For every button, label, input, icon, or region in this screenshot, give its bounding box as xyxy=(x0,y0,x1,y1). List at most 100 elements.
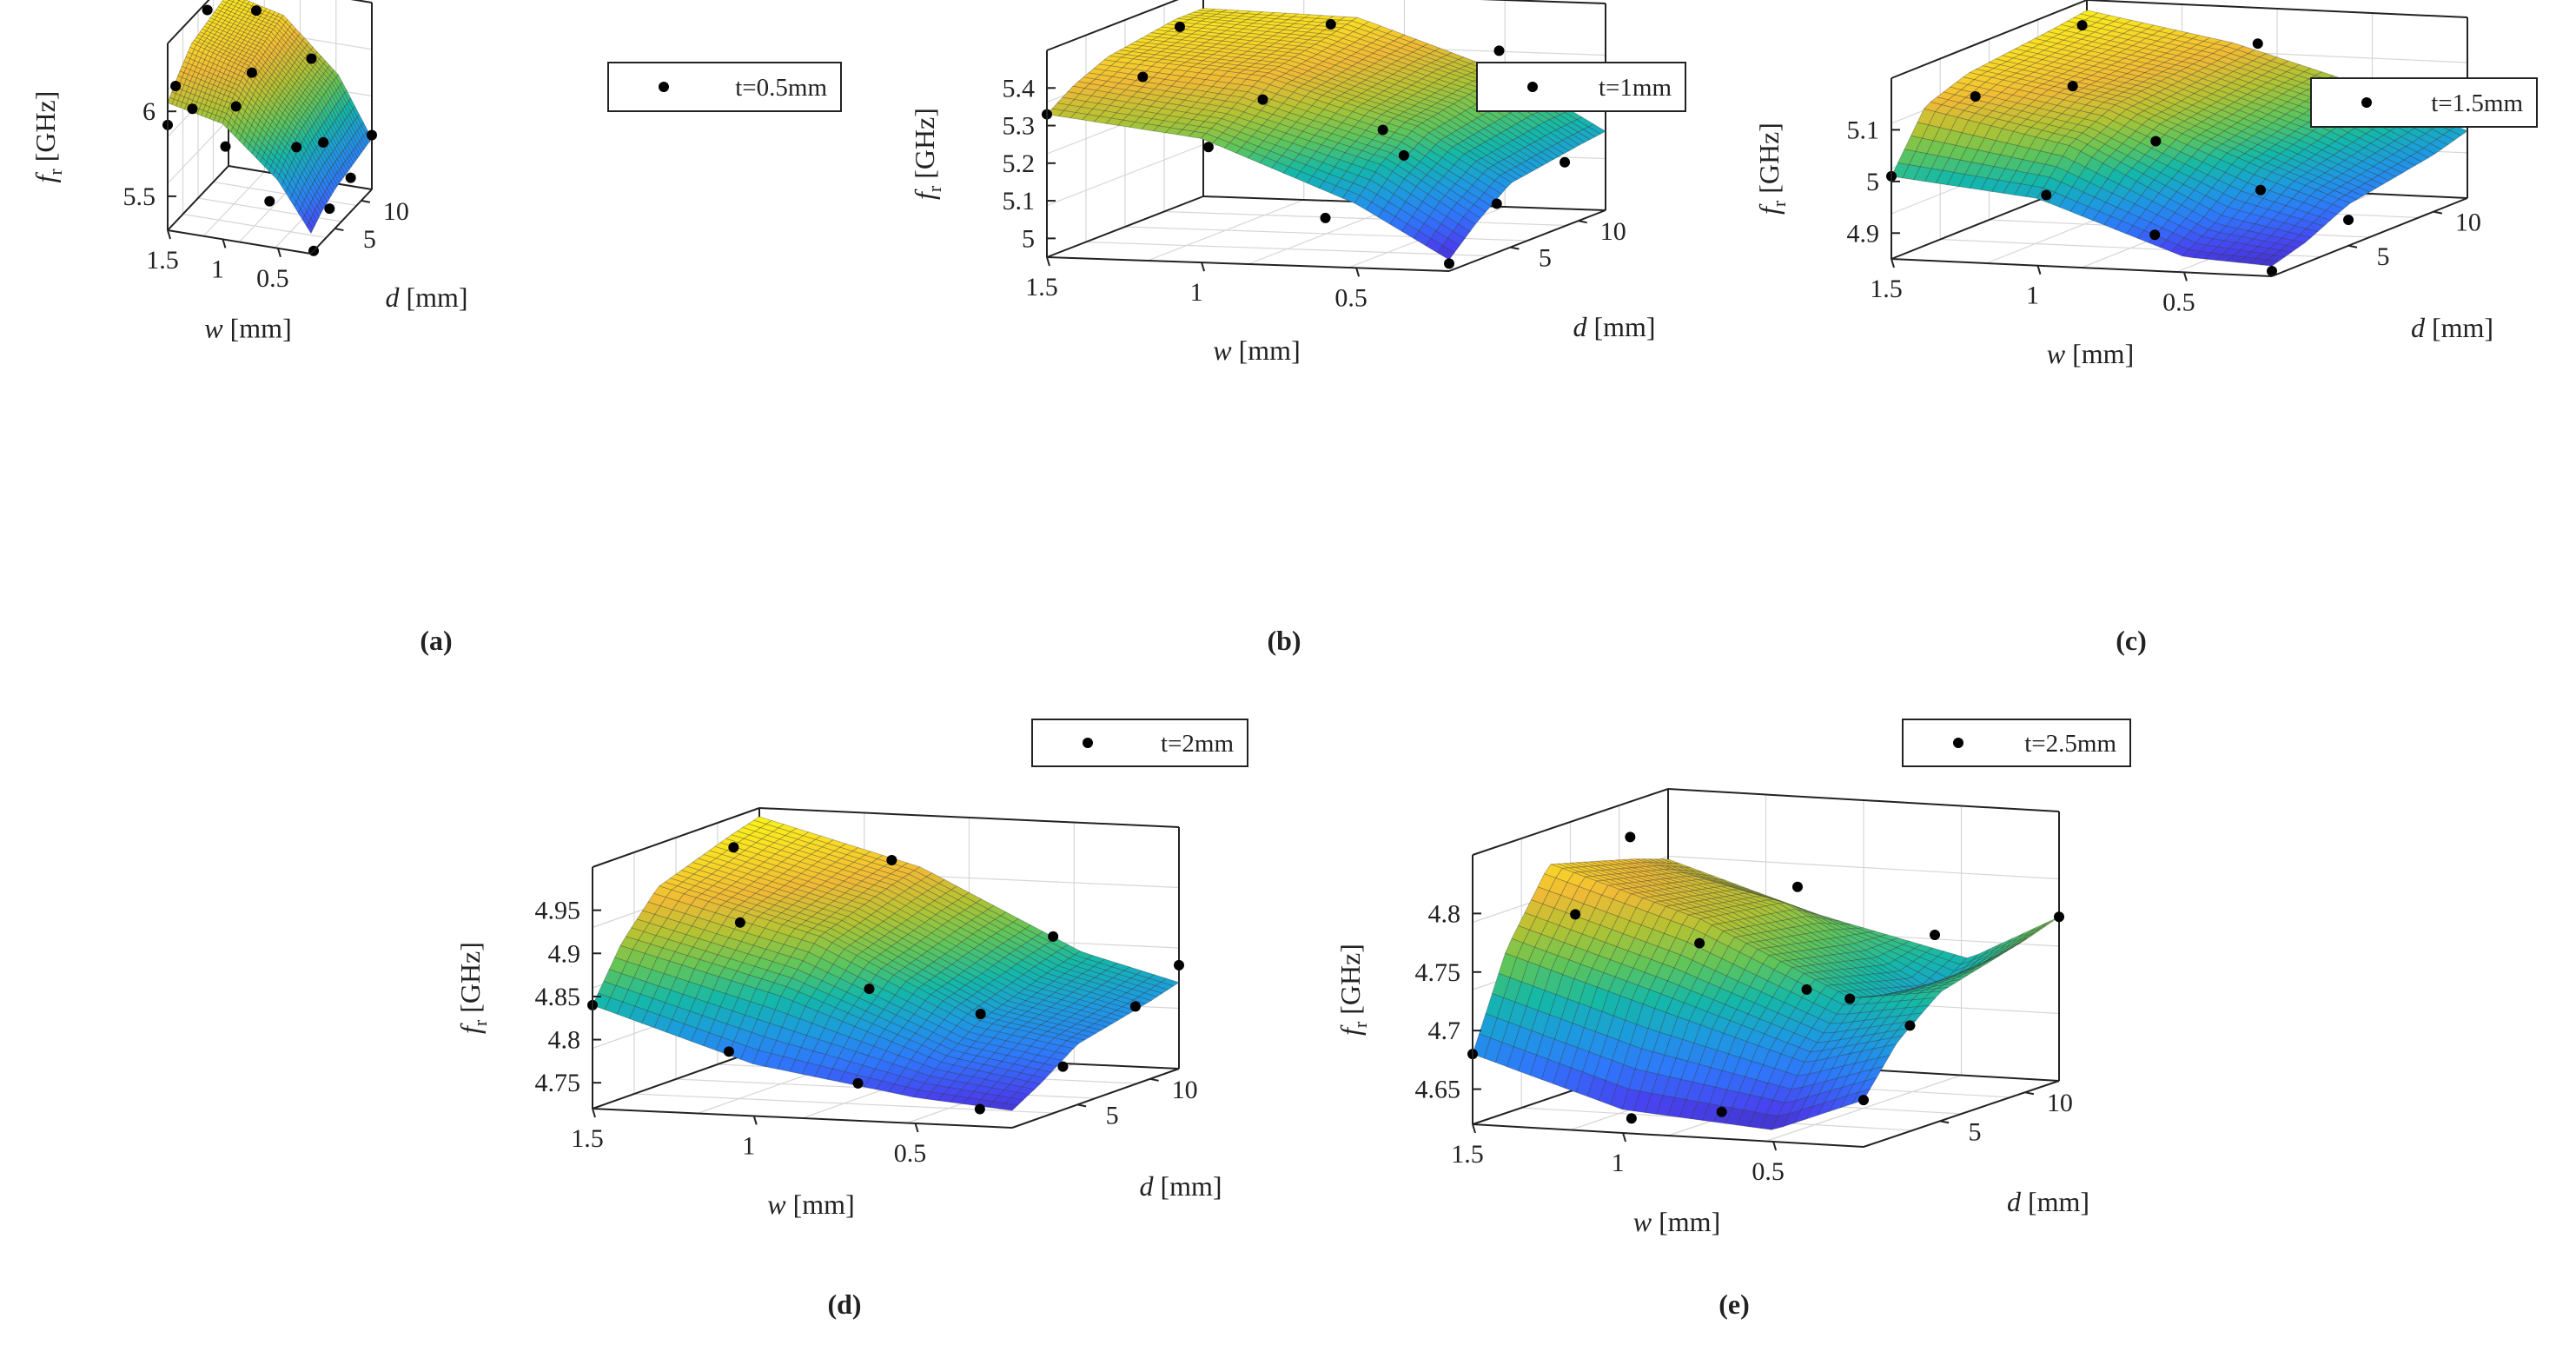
legend-marker xyxy=(659,82,669,92)
surface-patch xyxy=(2084,41,2105,49)
surface-patch xyxy=(331,92,339,105)
surface-patch xyxy=(2194,50,2215,58)
x-axis-label: w [mm] xyxy=(2047,338,2134,369)
x-tick xyxy=(1201,262,1206,272)
surface-patch xyxy=(202,92,210,101)
surface-patch xyxy=(1336,122,1355,133)
data-point xyxy=(852,1077,864,1089)
data-point xyxy=(1970,91,1981,103)
surface-patch xyxy=(314,176,321,189)
axis-box-edge xyxy=(1046,0,1179,51)
surface-patch xyxy=(194,66,202,75)
surface-patch xyxy=(1347,182,1366,196)
surface-patch xyxy=(223,79,231,87)
z-tick-label: 4.8 xyxy=(548,1026,581,1055)
surface-patch xyxy=(2020,41,2041,49)
legend-label: t=1.5mm xyxy=(2431,89,2523,117)
x-tick-label: 1 xyxy=(2026,282,2039,310)
surface-patch xyxy=(306,222,314,235)
y-axis-label: d [mm] xyxy=(1139,1170,1222,1202)
surface-patch xyxy=(1587,123,1606,135)
data-point xyxy=(2067,81,2078,92)
data-point xyxy=(974,1103,985,1115)
z-tick-label: 5 xyxy=(1866,168,1879,196)
surface-patch xyxy=(2014,44,2035,52)
legend-box xyxy=(1476,62,1686,112)
x-axis-line xyxy=(167,229,312,255)
surface-patch xyxy=(239,27,247,33)
surface-patch xyxy=(209,67,216,76)
surface xyxy=(592,816,1180,1111)
y-axis-label: d [mm] xyxy=(385,282,467,313)
surface-patch xyxy=(1401,223,1420,239)
surface-patch xyxy=(1144,105,1163,115)
surface-patch xyxy=(1397,111,1417,120)
data-point xyxy=(1320,212,1331,223)
data-point xyxy=(1137,71,1149,83)
surface-patch xyxy=(325,77,333,87)
data-point xyxy=(1377,124,1388,136)
data-point xyxy=(728,842,739,853)
surface-patch xyxy=(2107,46,2128,53)
surface xyxy=(1472,858,2060,1130)
surface-patch xyxy=(197,46,206,54)
surface-patch xyxy=(221,73,229,81)
surface-patch xyxy=(1431,162,1450,177)
surface-patch xyxy=(202,25,209,32)
surface-patch xyxy=(215,13,224,19)
surface-patch xyxy=(1138,60,1158,67)
surface-patch xyxy=(197,38,206,45)
surface-patch xyxy=(1415,180,1434,195)
grid-line xyxy=(1163,210,1567,227)
surface-patch xyxy=(1255,109,1274,121)
surface-patch xyxy=(2100,83,2120,90)
data-point xyxy=(1325,18,1336,30)
surface-patch xyxy=(267,66,275,76)
z-tick-label: 5.1 xyxy=(1847,116,1880,144)
surface-patch xyxy=(1143,56,1163,63)
surface-patch xyxy=(1181,123,1201,132)
surface-patch xyxy=(1099,70,1119,77)
x-tick-label: 1.5 xyxy=(1870,275,1903,303)
surface-patch xyxy=(1295,116,1314,127)
surface-patch xyxy=(268,52,276,62)
surface-patch xyxy=(1994,55,2015,63)
surface-patch xyxy=(309,168,317,182)
data-point xyxy=(1257,94,1268,105)
surface-patch xyxy=(1235,54,1255,60)
surface-patch xyxy=(1164,127,1183,136)
surface-patch xyxy=(265,70,273,79)
x-tick xyxy=(2182,272,2188,282)
surface-patch xyxy=(208,17,215,23)
data-point xyxy=(250,5,262,17)
data-point xyxy=(2150,136,2162,147)
surface-patch xyxy=(194,89,202,97)
surface-patch xyxy=(323,80,331,89)
data-point xyxy=(246,67,257,78)
surface-patch xyxy=(200,75,209,83)
data-point xyxy=(1493,45,1505,56)
surface-patch xyxy=(235,40,243,47)
surface-patch xyxy=(261,76,268,85)
surface-patch xyxy=(1188,130,1207,139)
surface-patch xyxy=(310,88,319,97)
data-point xyxy=(1174,959,1184,970)
surface-patch xyxy=(1577,129,1596,141)
surface-patch xyxy=(270,146,278,158)
panel-label: (b) xyxy=(1267,625,1301,656)
legend-label: t=0.5mm xyxy=(735,74,827,102)
surface-patch xyxy=(2114,43,2134,50)
surface-patch xyxy=(2181,57,2202,65)
surface-patch xyxy=(324,187,332,200)
y-tick xyxy=(2433,210,2443,215)
surface-patch xyxy=(250,59,258,68)
surface-patch xyxy=(1351,156,1370,169)
surface-patch xyxy=(1093,63,1112,71)
surface-patch xyxy=(301,114,308,123)
axis-box-edge xyxy=(1046,195,1204,258)
surface-patch xyxy=(1136,45,1156,51)
surface-patch xyxy=(280,90,288,100)
surface-patch xyxy=(203,30,212,36)
data-point xyxy=(345,172,356,183)
